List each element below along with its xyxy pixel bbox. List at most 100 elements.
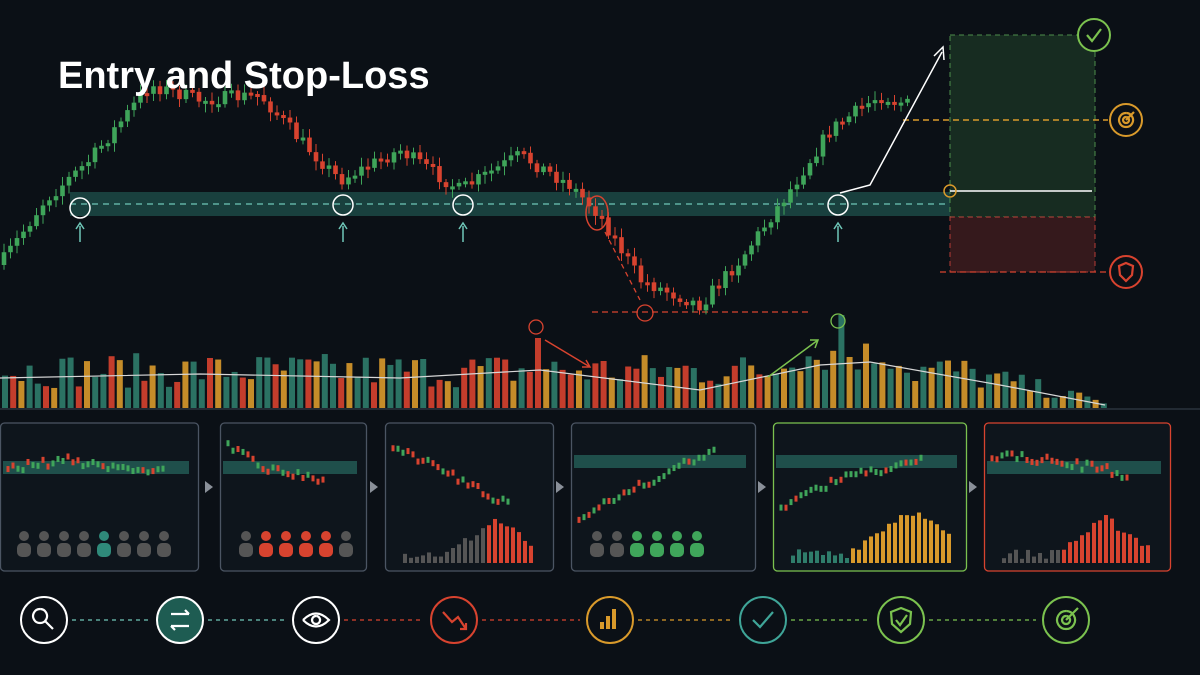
- volume-bar: [813, 359, 820, 408]
- person-head: [652, 531, 662, 541]
- mini-candle: [914, 458, 918, 465]
- person-head: [321, 531, 331, 541]
- candle: [346, 177, 351, 185]
- mini-candle: [406, 448, 410, 455]
- candle: [216, 104, 221, 108]
- mini-candle: [1075, 458, 1079, 465]
- mini-candle: [789, 499, 793, 506]
- volume-bar: [133, 353, 140, 408]
- candle: [326, 165, 332, 169]
- candle: [1, 252, 7, 265]
- mini-candle: [1025, 456, 1029, 463]
- status-icon: [1077, 18, 1111, 52]
- volume-bar: [461, 367, 468, 408]
- mini-candle: [46, 463, 50, 470]
- mini-candle: [466, 482, 470, 489]
- volume-bar: [608, 377, 615, 408]
- volume-bar: [535, 338, 541, 408]
- person-body: [157, 543, 171, 557]
- volume-bar: [904, 372, 910, 408]
- mini-volume: [929, 520, 933, 563]
- mini-volume: [1068, 542, 1072, 563]
- candle: [66, 176, 72, 186]
- candle: [99, 145, 104, 149]
- volume-bar: [1043, 397, 1050, 408]
- mini-candle: [71, 459, 75, 466]
- candle: [255, 93, 260, 97]
- mini-volume: [803, 552, 807, 563]
- mini-candle: [799, 492, 803, 499]
- person-body: [690, 543, 704, 557]
- candle: [905, 98, 910, 103]
- candle: [86, 162, 91, 167]
- candle: [105, 143, 111, 147]
- candle: [430, 163, 436, 167]
- mini-candle: [859, 467, 863, 474]
- candle: [463, 181, 468, 185]
- candle: [645, 282, 650, 286]
- candle: [632, 256, 637, 266]
- mini-candle: [436, 464, 440, 471]
- up-arrow-head: [833, 221, 843, 230]
- mini-candle: [577, 516, 581, 523]
- candle: [34, 215, 39, 227]
- mini-candle: [136, 466, 140, 473]
- mini-volume: [1032, 556, 1036, 563]
- mini-candle: [662, 473, 666, 480]
- candle: [268, 101, 273, 113]
- candle: [612, 235, 618, 239]
- status-glyph: [1117, 261, 1135, 283]
- mini-candle: [241, 448, 245, 455]
- mini-candle: [622, 489, 626, 496]
- mini-volume: [463, 538, 467, 563]
- volume-bar: [305, 359, 312, 408]
- volume-bar: [157, 373, 164, 408]
- candle: [53, 196, 59, 201]
- mini-volume: [1104, 515, 1108, 563]
- mini-candle: [1055, 458, 1059, 465]
- volume-bar: [912, 381, 919, 408]
- mini-volume: [1014, 549, 1018, 563]
- mini-volume: [1050, 550, 1054, 563]
- volume-bar: [403, 371, 410, 408]
- mini-volume: [1038, 552, 1042, 563]
- person-body: [590, 543, 604, 557]
- volume-bar: [920, 366, 927, 408]
- person-body: [97, 543, 111, 557]
- mini-candle: [702, 454, 706, 461]
- volume-bar: [1051, 397, 1058, 408]
- mini-candle: [844, 471, 848, 478]
- loss-zone: [949, 216, 1096, 273]
- volume-bar: [961, 360, 968, 408]
- mini-volume: [899, 515, 903, 563]
- volume-bar: [379, 358, 386, 408]
- candle: [723, 271, 728, 288]
- volume-bar: [666, 366, 673, 408]
- mini-volume: [1074, 540, 1078, 563]
- mini-candle: [441, 468, 445, 475]
- mini-volume: [869, 536, 873, 563]
- person-head: [119, 531, 129, 541]
- mini-volume: [487, 525, 491, 563]
- person-head: [139, 531, 149, 541]
- mini-candle: [592, 507, 596, 514]
- candle: [372, 158, 377, 168]
- mini-candle: [1110, 471, 1114, 478]
- up-arrow-head: [75, 221, 85, 230]
- candle: [742, 254, 748, 266]
- volume-bar: [1027, 390, 1033, 408]
- mini-volume: [827, 551, 831, 563]
- touch-circle: [69, 197, 91, 219]
- mini-candle: [632, 486, 636, 493]
- volume-bar: [945, 360, 951, 408]
- mini-candle: [16, 465, 20, 472]
- flow-glyph: [752, 611, 774, 629]
- volume-bar: [502, 359, 509, 408]
- volume-bar: [518, 368, 525, 408]
- mini-candle: [61, 457, 65, 464]
- volume-bar: [863, 343, 869, 408]
- mini-volume: [845, 557, 849, 563]
- volume-bar: [313, 361, 320, 408]
- volume-bar: [1010, 381, 1017, 408]
